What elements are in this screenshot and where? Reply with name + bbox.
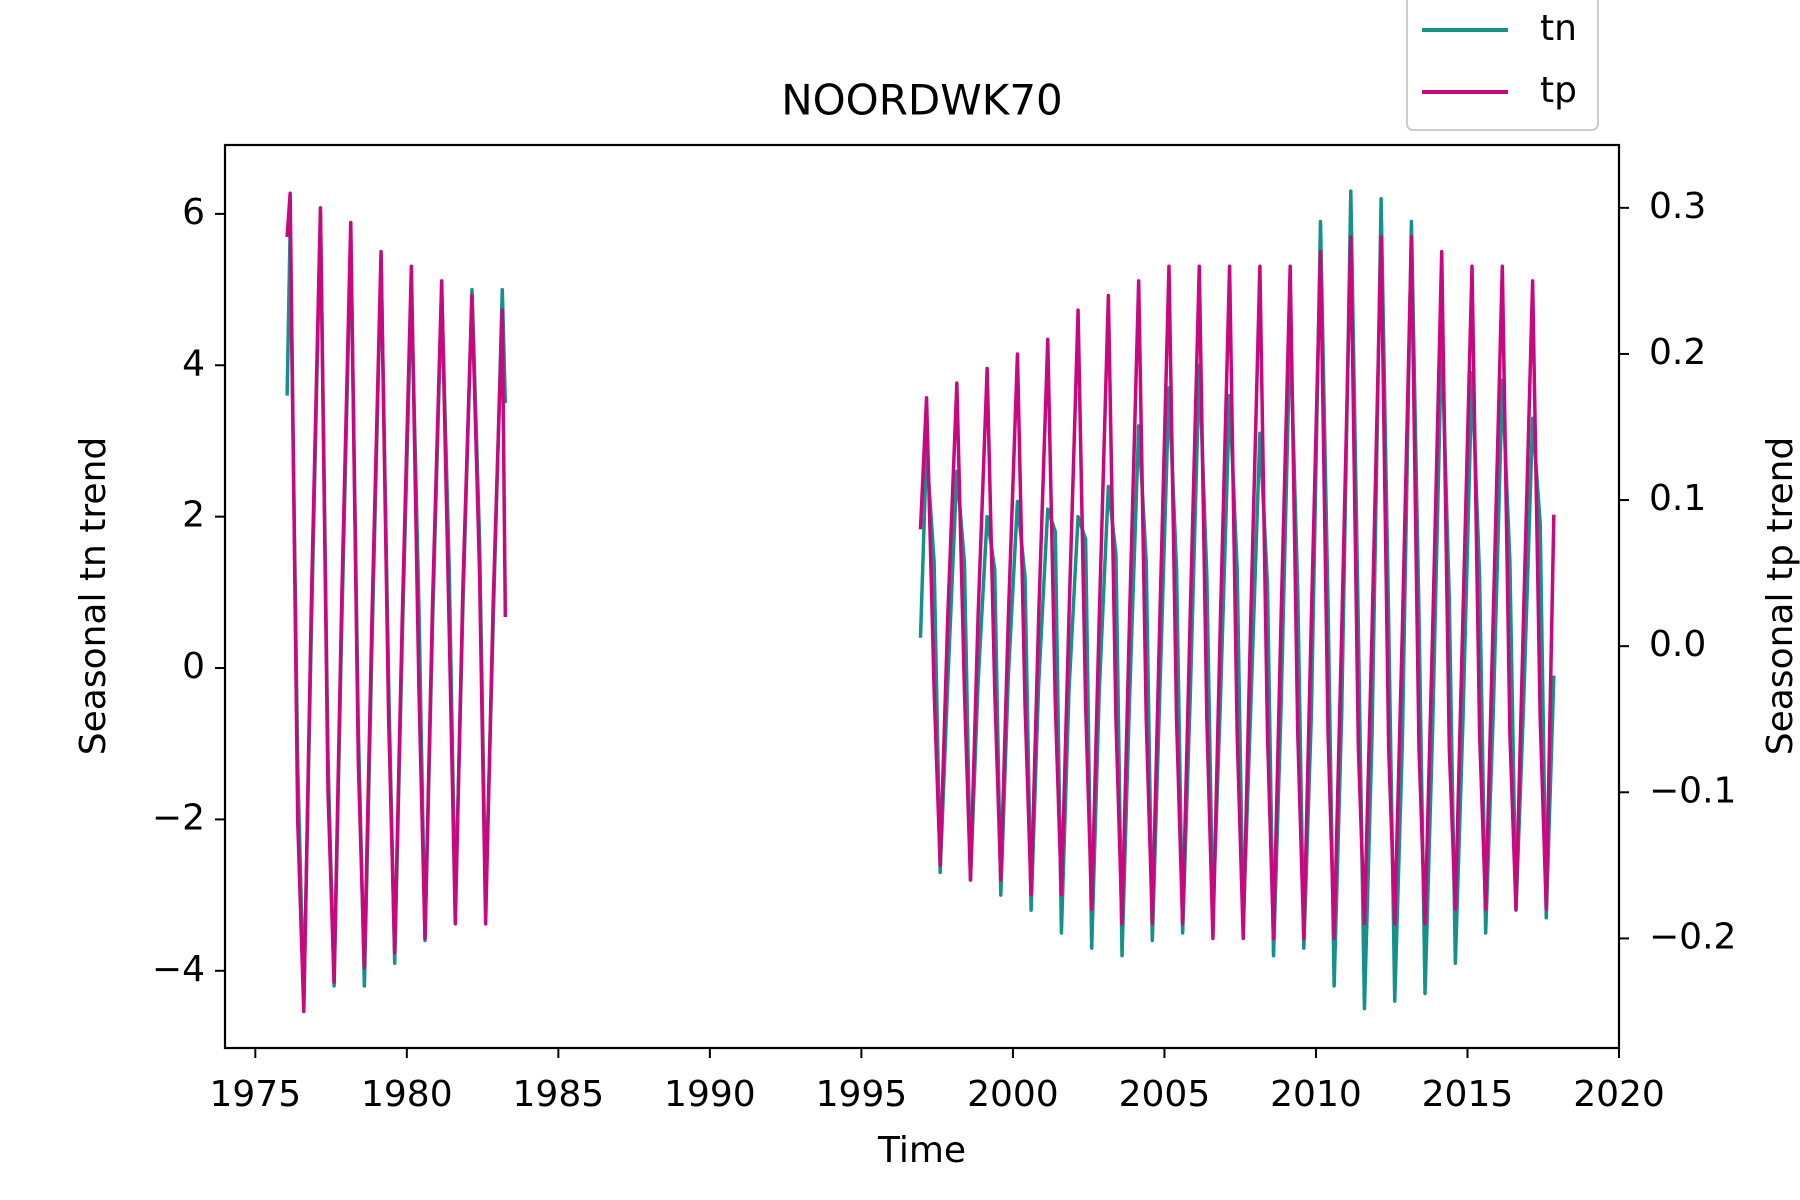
- y-tick-label: 2: [182, 495, 205, 536]
- legend-label: tn: [1540, 8, 1577, 49]
- y-tick-label: −2: [152, 797, 205, 838]
- series-line: [285, 191, 1556, 1014]
- axes-frame: [223, 143, 1621, 1050]
- y2-tick-label: 0.1: [1649, 478, 1706, 519]
- legend: tn tp: [1406, 0, 1599, 131]
- x-tick-label: 1980: [361, 1074, 453, 1115]
- x-tick-label: 2005: [1119, 1074, 1211, 1115]
- x-tick-label: 1975: [209, 1074, 301, 1115]
- x-tick-label: 2000: [967, 1074, 1059, 1115]
- plot-area: [285, 189, 1556, 1014]
- legend-label: tp: [1540, 70, 1577, 111]
- y-tick-label: 4: [182, 343, 205, 384]
- y-axis-label: Seasonal tn trend: [73, 437, 114, 755]
- y2-tick-label: 0.0: [1649, 624, 1706, 665]
- y2-tick-label: 0.2: [1649, 332, 1706, 373]
- x-axis-label: Time: [877, 1130, 966, 1171]
- x-tick-label: 1990: [664, 1074, 756, 1115]
- y2-axis-label: Seasonal tp trend: [1760, 437, 1800, 756]
- y-tick-label: 0: [182, 646, 205, 687]
- y2-tick-label: −0.1: [1649, 770, 1736, 811]
- x-tick-label: 2010: [1270, 1074, 1362, 1115]
- y2-tick-label: −0.2: [1649, 916, 1736, 957]
- y2-tick-label: 0.3: [1649, 186, 1706, 227]
- x-tick-label: 2020: [1573, 1074, 1665, 1115]
- x-tick-label: 1995: [816, 1074, 908, 1115]
- chart-title: NOORDWK70: [781, 76, 1063, 125]
- y-tick-label: 6: [182, 192, 205, 233]
- x-tick-label: 1985: [513, 1074, 605, 1115]
- y-tick-label: −4: [152, 949, 205, 990]
- x-tick-label: 2015: [1422, 1074, 1514, 1115]
- legend-box: [1406, 0, 1599, 131]
